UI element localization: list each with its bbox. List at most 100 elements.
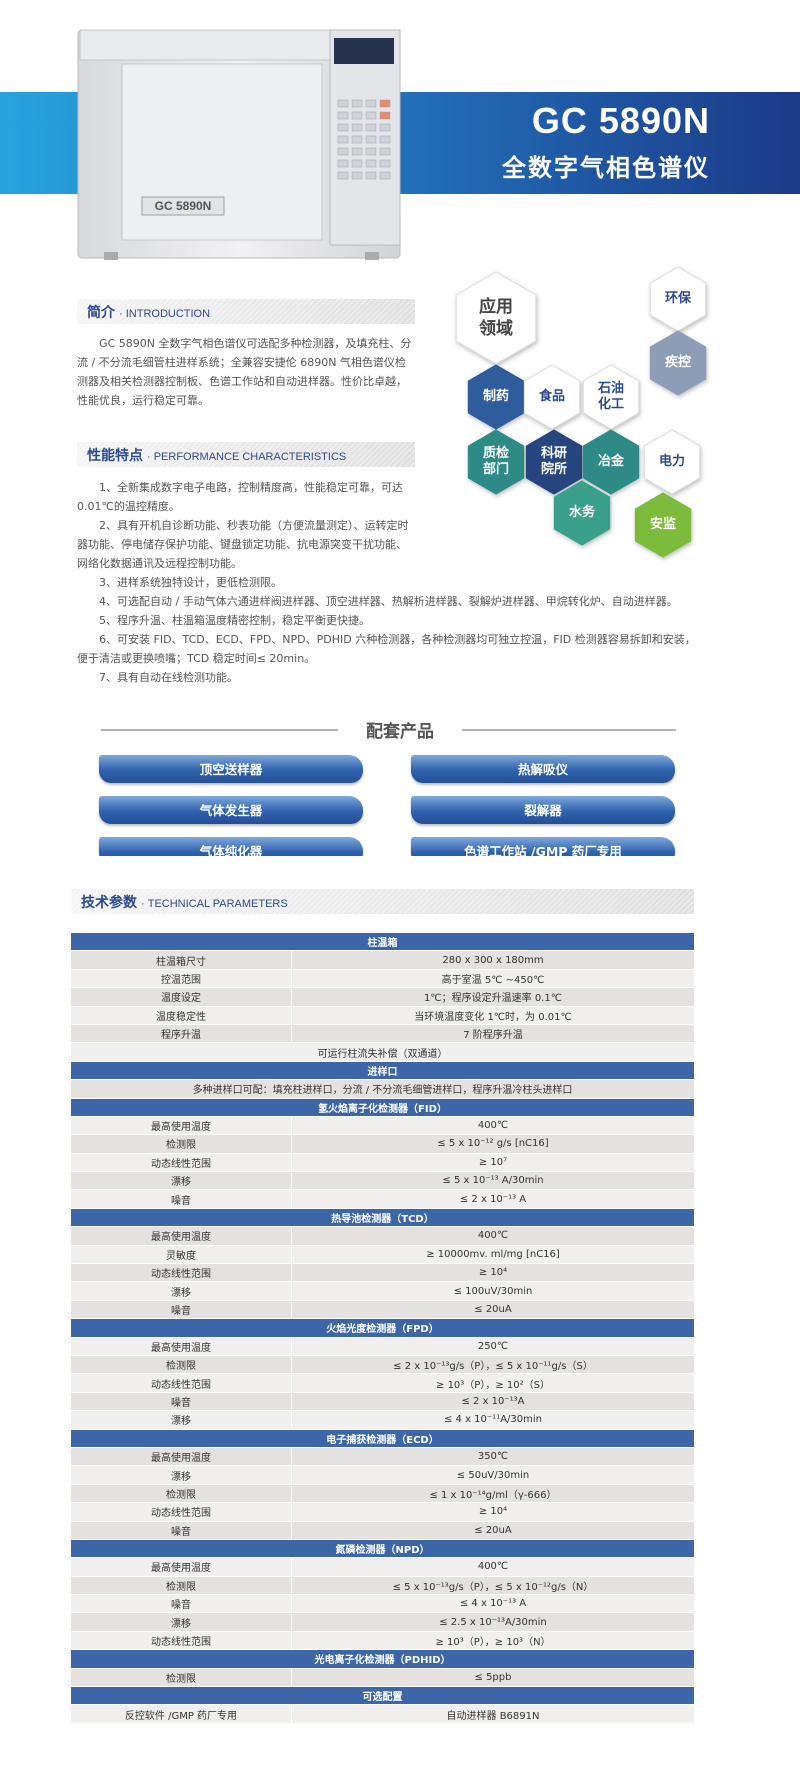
param-row: 漂移 ≤ 5 x 10⁻¹³ A/30min <box>71 1171 694 1191</box>
group-header-row: 进样口 <box>71 1061 694 1081</box>
param-name: 噪音 <box>71 1392 292 1412</box>
param-value: 350℃ <box>291 1447 694 1467</box>
param-row: 噪音 ≤ 20uA <box>71 1521 694 1540</box>
group-header-row: 氢火焰离子化检测器（FID） <box>71 1098 694 1117</box>
param-row: 反控软件 /GMP 药厂专用 自动进样器 B6891N <box>71 1704 694 1724</box>
param-value: ≤ 1 x 10⁻¹⁴g/ml（γ-666） <box>291 1484 694 1504</box>
divider <box>101 729 676 731</box>
hexagon <box>455 271 537 365</box>
param-value: 自动进样器 B6891N <box>291 1704 694 1724</box>
tech-table: 柱温箱 柱温箱尺寸 280 x 300 x 180mm 控温范围 高于室温 5℃ ~45… <box>71 933 694 1724</box>
group-header-row: 氮磷检测器（NPD） <box>71 1539 694 1559</box>
param-name: 噪音 <box>71 1300 292 1320</box>
group-header-row: 火焰光度检测器（FPD） <box>71 1318 694 1338</box>
param-name: 噪音 <box>71 1189 292 1209</box>
param-name: 漂移 <box>71 1465 292 1485</box>
param-value: ≥ 10⁷ <box>291 1153 694 1173</box>
hexagon <box>643 429 701 495</box>
feature-item: 1、全新集成数字电子电路，控制精度高，性能稳定可靠，可达 0.01℃的温控精度。 <box>77 481 403 513</box>
param-row: 漂移 ≤ 100uV/30min <box>71 1281 694 1301</box>
feature-item: 4、可选配自动 / 手动气体六通进样阀进样器、顶空进样器、热解析进样器、裂解炉进… <box>99 595 678 608</box>
param-row: 温度设定 1℃；程序设定升温速率 0.1℃ <box>71 987 694 1007</box>
param-value: ≤ 2 x 10⁻¹³g/s（P），≤ 5 x 10⁻¹¹g/s（S） <box>291 1355 694 1375</box>
heading-en: · INTRODUCTION <box>119 308 211 320</box>
foot <box>104 252 118 260</box>
param-value: ≥ 10⁴ <box>291 1502 694 1522</box>
instrument-lid <box>79 29 331 61</box>
param-value: ≤ 5 x 10⁻¹² g/s [nC16] <box>291 1134 694 1154</box>
heading-en: · PERFORMANCE CHARACTERISTICS <box>147 451 347 463</box>
param-value: 400℃ <box>291 1116 694 1136</box>
accessories-title: 配套产品 <box>366 722 434 742</box>
param-name: 漂移 <box>71 1281 292 1301</box>
product-title: GC 5890N <box>531 100 710 141</box>
features-list: 1、全新集成数字电子电路，控制精度高，性能稳定可靠，可达 0.01℃的温控精度。… <box>77 478 701 687</box>
group-header-row: 光电离子化检测器（PDHID） <box>71 1649 694 1669</box>
param-value: 当环境温度变化 1℃时，为 0.01℃ <box>291 1006 694 1025</box>
param-value: 400℃ <box>291 1557 694 1577</box>
param-row: 控温范围 高于室温 5℃ ~450℃ <box>71 969 694 989</box>
feature-item: 7、具有自动在线检测功能。 <box>99 671 238 684</box>
hexagon <box>525 429 583 495</box>
param-row: 漂移 ≤ 4 x 10⁻¹¹A/30min <box>71 1410 694 1430</box>
hexagon <box>523 364 581 430</box>
param-name: 动态线性范围 <box>71 1373 292 1393</box>
param-value: ≤ 4 x 10⁻¹¹A/30min <box>291 1410 694 1430</box>
application-label: 制药 <box>482 389 509 404</box>
param-value: ≥ 10000mv. ml/mg [nC16] <box>291 1245 694 1265</box>
param-name: 最高使用温度 <box>71 1337 292 1356</box>
hexagon <box>467 429 525 495</box>
hexagon <box>553 480 611 546</box>
param-name: 检测限 <box>71 1134 292 1154</box>
accessory-button: 气体纯化器 <box>99 837 363 856</box>
features-heading: 性能特点 · PERFORMANCE CHARACTERISTICS <box>77 442 415 467</box>
accessory-button: 裂解器 <box>411 796 675 824</box>
param-name: 检测限 <box>71 1576 292 1596</box>
param-row: 漂移 ≤ 2.5 x 10⁻¹³A/30min <box>71 1612 694 1632</box>
param-row: 最高使用温度 400℃ <box>71 1557 694 1577</box>
hexagon <box>467 364 525 430</box>
param-value: ≥ 10³（P），≥ 10²（S） <box>291 1373 694 1393</box>
param-row: 柱温箱尺寸 280 x 300 x 180mm <box>71 950 694 970</box>
group-title: 可选配置 <box>71 1686 694 1706</box>
intro-heading: 简介 · INTRODUCTION <box>77 299 415 324</box>
keypad <box>337 99 391 180</box>
hexagon-title: 应用领域 <box>478 297 513 339</box>
param-row: 动态线性范围 ≥ 10⁷ <box>71 1153 694 1173</box>
param-value: ≤ 5 x 10⁻¹³g/s（P），≤ 5 x 10⁻¹²g/s（N） <box>291 1576 694 1596</box>
group-header-row: 可选配置 <box>71 1686 694 1706</box>
param-row: 动态线性范围 ≥ 10³（P），≥ 10³（N） <box>71 1631 694 1651</box>
intro-text: GC 5890N 全数字气相色谱仪可选配多种检测器，及填充柱、分流 / 不分流毛… <box>77 337 412 407</box>
feature-item: 6、可安装 FID、TCD、ECD、FPD、NPD、PDHID 六种检测器，各种… <box>77 633 696 665</box>
param-name: 漂移 <box>71 1612 292 1632</box>
group-title: 电子捕获检测器（ECD） <box>71 1429 694 1448</box>
param-value: ≥ 10³（P），≥ 10³（N） <box>291 1631 694 1651</box>
param-name: 检测限 <box>71 1668 292 1688</box>
param-row: 检测限 ≤ 5 x 10⁻¹³g/s（P），≤ 5 x 10⁻¹²g/s（N） <box>71 1576 694 1596</box>
application-label: 冶金 <box>597 454 624 469</box>
param-value: 可运行柱流失补偿（双通道） <box>71 1042 694 1062</box>
feature-item: 2、具有开机自诊断功能、秒表功能（方便流量测定）、运转定时器功能、停电储存保护功… <box>77 519 409 570</box>
param-row: 检测限 ≤ 5 x 10⁻¹² g/s [nC16] <box>71 1134 694 1154</box>
hexagon <box>582 429 640 495</box>
hexagon <box>582 364 640 430</box>
group-title: 氢火焰离子化检测器（FID） <box>71 1098 694 1117</box>
hexagon <box>649 330 707 396</box>
display <box>334 38 394 64</box>
application-label: 水务 <box>568 505 595 520</box>
param-value: ≥ 10⁴ <box>291 1263 694 1283</box>
param-name: 最高使用温度 <box>71 1557 292 1577</box>
param-value: 1℃；程序设定升温速率 0.1℃ <box>291 987 694 1007</box>
heading-cn: 简介 <box>87 305 115 321</box>
group-title: 光电离子化检测器（PDHID） <box>71 1649 694 1669</box>
param-name: 控温范围 <box>71 969 292 989</box>
foot <box>365 252 379 260</box>
param-value: 400℃ <box>291 1226 694 1246</box>
application-label: 石油化工 <box>597 381 624 412</box>
application-label: 安监 <box>649 517 676 532</box>
param-row: 灵敏度 ≥ 10000mv. ml/mg [nC16] <box>71 1245 694 1265</box>
label-plate <box>141 196 225 216</box>
application-label: 环保 <box>664 291 691 306</box>
feature-item: 3、进样系统独特设计，更低检测限。 <box>99 576 282 589</box>
param-name: 温度设定 <box>71 987 292 1007</box>
